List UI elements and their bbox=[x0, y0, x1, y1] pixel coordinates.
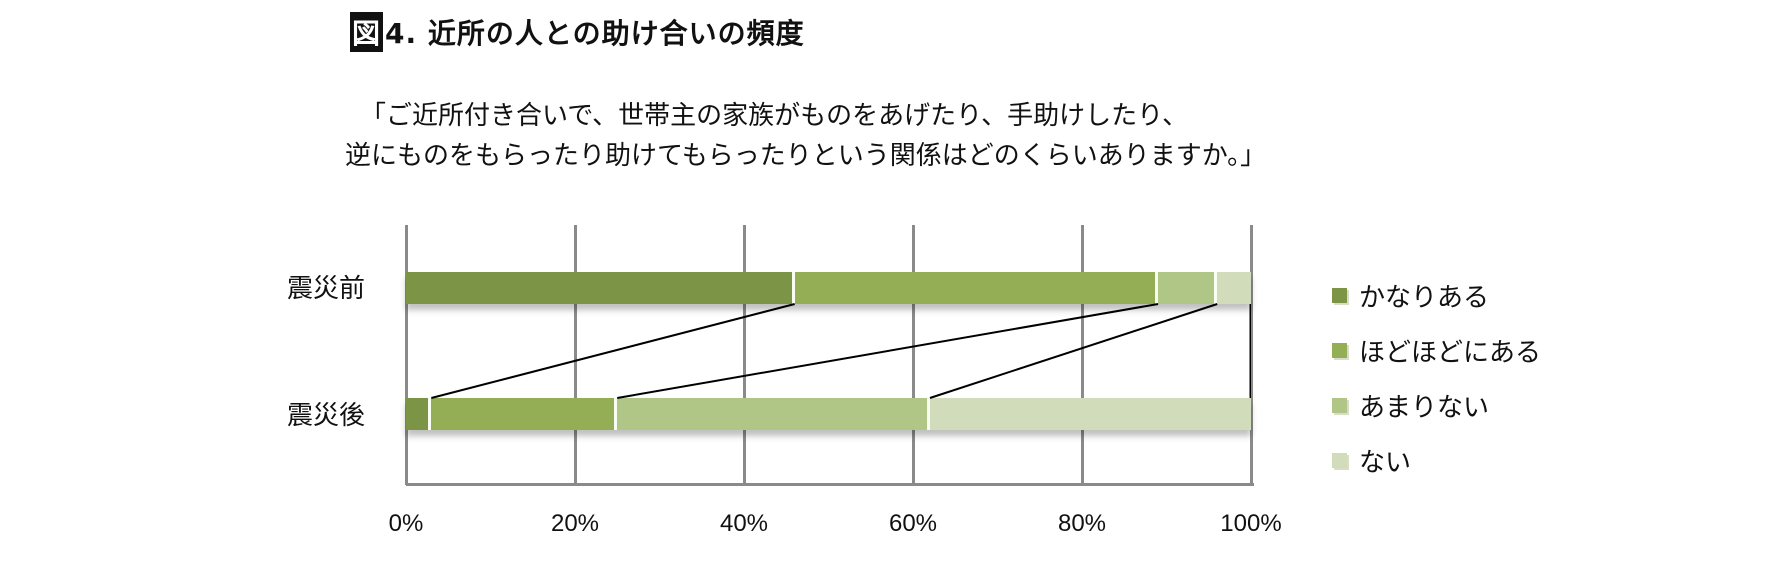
figure-number: 4. bbox=[385, 17, 418, 50]
bar-segment bbox=[406, 398, 432, 430]
bar-segment bbox=[406, 272, 795, 304]
legend-swatch-icon bbox=[1332, 398, 1347, 413]
legend-label: ない bbox=[1359, 448, 1412, 478]
x-tick-label: 60% bbox=[888, 510, 938, 537]
x-tick-label: 80% bbox=[1057, 510, 1107, 537]
bar-segment bbox=[929, 398, 1251, 430]
x-tick-label: 20% bbox=[550, 510, 600, 537]
question-line-1: 「ご近所付き合いで、世帯主の家族がものをあげたり、手助けしたり、 bbox=[360, 101, 1189, 131]
category-label-before: 震災前 bbox=[287, 274, 366, 304]
gridline bbox=[743, 225, 746, 485]
legend-swatch-icon bbox=[1332, 288, 1347, 303]
x-tick-label: 0% bbox=[388, 510, 424, 537]
bar-segment bbox=[431, 398, 618, 430]
bar-segment bbox=[1217, 272, 1251, 304]
x-tick-label: 100% bbox=[1220, 510, 1282, 537]
x-tick-label: 40% bbox=[719, 510, 769, 537]
gridline bbox=[1250, 225, 1253, 485]
legend-swatch-icon bbox=[1332, 453, 1347, 468]
legend: かなりあるほどほどにある あまりないない bbox=[1332, 268, 1541, 488]
legend-label: かなりある bbox=[1359, 283, 1490, 313]
series-connector-lines bbox=[431, 303, 1251, 399]
figure-title-text: 近所の人との助け合いの頻度 bbox=[427, 17, 805, 50]
legend-item: かなりある bbox=[1332, 268, 1541, 323]
bar-after bbox=[406, 398, 1251, 430]
legend-label: あまりない bbox=[1359, 393, 1490, 423]
figure-label: 図 bbox=[350, 12, 384, 52]
legend-item: ほどほどにある bbox=[1332, 323, 1541, 378]
legend-label: ほどほどにある bbox=[1359, 338, 1542, 368]
plot-area bbox=[405, 225, 1254, 486]
question-line-2: 逆にものをもらったり助けてもらったりという関係はどのくらいありますか。」 bbox=[345, 141, 1267, 171]
bar-segment bbox=[794, 272, 1159, 304]
legend-item: ない bbox=[1332, 433, 1541, 488]
x-axis-line bbox=[406, 483, 1254, 486]
gridline bbox=[405, 225, 408, 485]
legend-swatch-icon bbox=[1332, 343, 1347, 358]
figure-title: 図 4. 近所の人との助け合いの頻度 bbox=[350, 12, 805, 52]
bar-segment bbox=[1158, 272, 1218, 304]
category-label-after: 震災後 bbox=[287, 401, 366, 431]
gridline bbox=[1081, 225, 1084, 485]
legend-item: あまりない bbox=[1332, 378, 1541, 433]
gridline bbox=[574, 225, 577, 485]
bar-before bbox=[406, 272, 1251, 304]
gridline bbox=[912, 225, 915, 485]
bar-segment bbox=[617, 398, 930, 430]
survey-question: 「ご近所付き合いで、世帯主の家族がものをあげたり、手助けしたり、 逆にものをもら… bbox=[345, 96, 1360, 176]
